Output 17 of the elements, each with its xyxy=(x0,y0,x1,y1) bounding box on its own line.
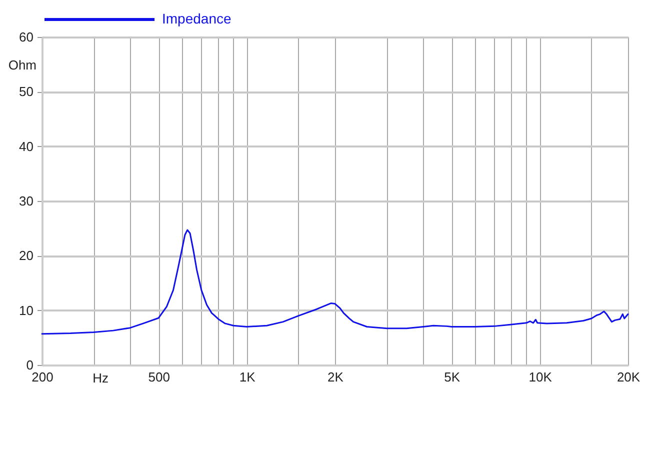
y-axis-title: Ohm xyxy=(8,58,36,72)
x-tick-label: 10K xyxy=(528,370,552,384)
x-tick-label: 500 xyxy=(148,370,170,384)
text: Impedance xyxy=(162,10,232,26)
y-tick-label: 60 xyxy=(19,30,34,44)
x-tick-label: 20K xyxy=(616,370,640,384)
x-axis-title: Hz xyxy=(92,370,108,386)
x-tick-label: 5K xyxy=(444,370,460,384)
x-tick-label: 200 xyxy=(32,370,54,384)
y-tick-label: 10 xyxy=(19,302,34,318)
y-tick-label: 40 xyxy=(19,138,34,154)
y-tick-label: 20 xyxy=(19,248,34,264)
x-tick-label: 1K xyxy=(239,370,256,384)
x-tick-label: 2K xyxy=(328,370,344,384)
y-tick-label: 50 xyxy=(19,84,34,100)
y-tick-label: 30 xyxy=(19,194,34,208)
y-tick-label: 0 xyxy=(26,358,34,372)
